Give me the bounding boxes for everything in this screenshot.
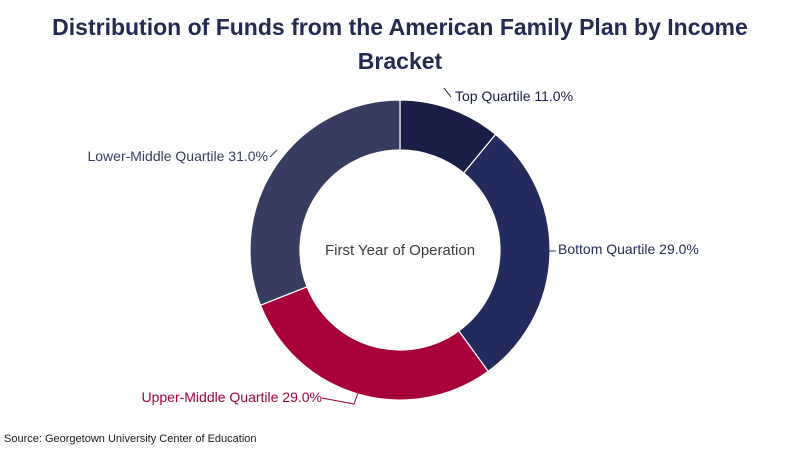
leader-line-top-quartile <box>443 87 452 98</box>
leader-line-lower-middle-quartile <box>269 149 278 158</box>
donut-slice-upper-middle-quartile <box>259 286 490 401</box>
slice-labels: Top Quartile 11.0% Bottom Quartile 29.0% U… <box>87 88 698 405</box>
source-note: Source: Georgetown University Center of … <box>4 433 257 445</box>
slice-label-upper-middle-quartile: Upper-Middle Quartile 29.0% <box>141 389 322 405</box>
slice-label-top-quartile: Top Quartile 11.0% <box>455 88 573 104</box>
donut-slice-lower-middle-quartile <box>249 99 401 306</box>
chart-title-line-2: Bracket <box>357 48 443 74</box>
donut-center-label: First Year of Operation <box>325 242 475 259</box>
leader-line-upper-middle-quartile <box>321 386 359 405</box>
donut-slices <box>249 99 551 401</box>
chart-title: Distribution of Funds from the American … <box>0 10 800 78</box>
chart-title-line-1: Distribution of Funds from the American … <box>52 14 748 40</box>
slice-label-lower-middle-quartile: Lower-Middle Quartile 31.0% <box>87 148 268 164</box>
label-leader-lines <box>269 87 556 405</box>
slice-label-bottom-quartile: Bottom Quartile 29.0% <box>558 241 699 257</box>
donut-slice-bottom-quartile <box>457 133 551 373</box>
